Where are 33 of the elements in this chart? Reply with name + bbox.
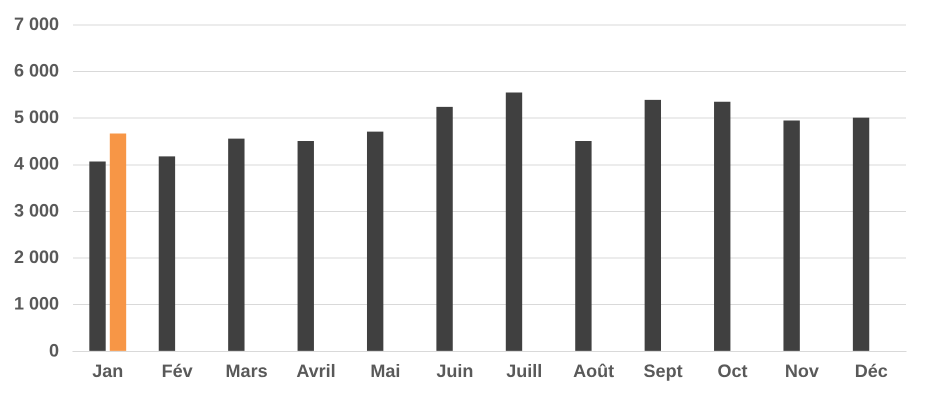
bar — [366, 132, 384, 351]
x-tick-label: Mars — [226, 361, 268, 382]
y-tick-label: 5 000 — [14, 107, 60, 128]
x-tick-label: Avril — [296, 361, 336, 382]
x-tick-label: Nov — [784, 361, 819, 382]
x-tick-label: Juin — [436, 361, 474, 382]
bar — [575, 140, 592, 351]
y-tick-label: 1 000 — [14, 294, 60, 314]
bar — [298, 140, 314, 351]
x-tick-label: Jan — [92, 361, 124, 382]
bar — [158, 156, 176, 351]
bar — [714, 102, 730, 351]
x-tick-label: Août — [573, 361, 614, 382]
y-tick-label: 0 — [49, 340, 60, 360]
bar — [228, 138, 245, 351]
bar — [852, 118, 870, 351]
y-tick-label: 3 000 — [14, 200, 60, 220]
x-tick-label: Juill — [506, 361, 542, 382]
bar — [506, 92, 522, 351]
y-tick-label: 7 000 — [14, 14, 60, 34]
y-tick-label: 2 000 — [14, 247, 60, 268]
y-tick-label: 6 000 — [14, 60, 60, 80]
y-tick-label: 4 000 — [14, 154, 60, 174]
x-tick-label: Fév — [162, 361, 193, 382]
x-tick-label: Déc — [854, 361, 888, 382]
bar — [89, 162, 106, 351]
bar — [436, 106, 453, 351]
x-tick-label: Mai — [370, 361, 400, 382]
bar — [110, 134, 126, 351]
bar — [783, 120, 800, 351]
x-tick-label: Sept — [644, 361, 683, 382]
bar — [644, 100, 662, 351]
x-tick-label: Oct — [717, 361, 748, 382]
